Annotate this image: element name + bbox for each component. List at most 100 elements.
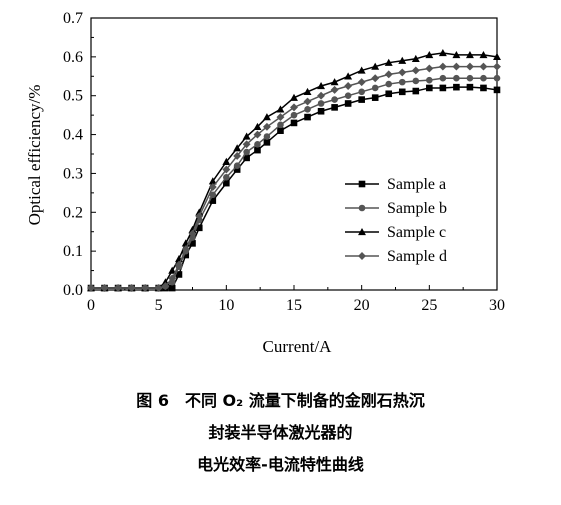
data-point (303, 87, 312, 95)
data-point (438, 49, 447, 57)
y-tick-label: 0.4 (63, 127, 83, 144)
data-point (254, 140, 261, 148)
data-point (290, 93, 298, 101)
data-point (385, 90, 393, 98)
y-axis-label: Optical efficiency/% (25, 85, 44, 226)
y-tick-label: 0.0 (63, 282, 83, 299)
data-point (317, 82, 326, 90)
data-point (466, 83, 474, 91)
y-tick-label: 0.1 (63, 243, 83, 260)
data-point (426, 76, 433, 84)
data-point (317, 91, 326, 100)
y-tick-label: 0.2 (63, 204, 83, 221)
y-tick-label: 0.7 (63, 10, 83, 27)
data-point (188, 225, 197, 233)
data-point (330, 85, 339, 94)
data-point (262, 113, 271, 121)
y-tick-label: 0.6 (63, 49, 83, 66)
legend-label: Sample a (387, 176, 446, 193)
data-point (222, 157, 231, 165)
legend-marker (358, 180, 366, 188)
data-point (426, 84, 433, 92)
data-point (398, 56, 407, 64)
data-point (304, 113, 311, 121)
x-tick-label: 5 (155, 297, 163, 314)
data-point (290, 103, 298, 112)
data-point (233, 151, 242, 160)
y-tick-label: 0.5 (63, 88, 83, 105)
data-point (465, 50, 474, 59)
data-point (330, 78, 339, 86)
data-point (277, 127, 284, 134)
data-point (465, 62, 474, 71)
data-point (479, 62, 488, 71)
data-point (127, 284, 136, 293)
caption-line-1: 图 6 不同 O₂ 流量下制备的金刚石热沉 (136, 391, 425, 410)
data-point (411, 66, 420, 75)
legend-marker (358, 228, 366, 236)
x-tick-label: 30 (489, 297, 505, 314)
data-point (317, 100, 325, 107)
data-point (290, 119, 298, 127)
data-point (344, 100, 352, 107)
data-point (262, 122, 271, 131)
line-chart: 0 5 10 15 20 25 30 0.0 0.1 0.2 0.3 0.4 0.5 0.6 0.7 Sam… (25, 10, 505, 356)
data-point (493, 62, 501, 71)
x-tick-label: 20 (354, 297, 370, 314)
data-point (263, 133, 271, 140)
data-point (100, 284, 109, 293)
legend-item: Sample d (345, 248, 447, 265)
data-point (398, 68, 407, 77)
data-point (412, 87, 420, 95)
data-point (168, 266, 177, 274)
data-point (168, 284, 176, 292)
data-point (331, 104, 338, 111)
data-point (344, 72, 353, 80)
data-point (466, 74, 474, 82)
data-point (242, 132, 251, 140)
data-point (276, 105, 285, 113)
data-point (233, 162, 241, 169)
data-point (233, 166, 241, 173)
data-point (453, 74, 460, 82)
data-point (371, 84, 379, 92)
data-point (317, 107, 325, 115)
data-point (493, 52, 501, 61)
data-point (357, 78, 366, 87)
x-tick-label: 25 (421, 297, 437, 314)
data-point (331, 96, 338, 103)
data-point (480, 74, 487, 82)
data-point (161, 282, 170, 291)
data-point (425, 64, 434, 73)
data-point (181, 245, 190, 254)
caption-line-2: 封装半导体激光器的 (208, 423, 353, 442)
legend-marker (358, 252, 366, 260)
data-point (357, 66, 366, 74)
data-point (168, 274, 177, 283)
data-point (452, 50, 461, 59)
data-point (208, 183, 217, 191)
series-sample-d (87, 62, 501, 293)
series-layer (87, 49, 501, 293)
data-point (243, 148, 250, 156)
legend-item: Sample b (345, 200, 447, 217)
data-point (425, 50, 434, 59)
legend-label: Sample b (387, 200, 447, 217)
caption-line-3: 电光效率-电流特性曲线 (197, 455, 364, 474)
data-point (344, 92, 352, 100)
data-point (303, 97, 312, 106)
legend-label: Sample c (387, 224, 446, 241)
x-axis-label: Current/A (263, 337, 333, 356)
data-point (195, 212, 204, 221)
x-tick-label: 10 (218, 297, 234, 314)
data-point (371, 62, 380, 70)
x-tick-label: 15 (286, 297, 302, 314)
figure-caption: 图 6 不同 O₂ 流量下制备的金刚石热沉 封装半导体激光器的 电光效率-电流特… (0, 385, 561, 481)
data-point (188, 229, 197, 238)
data-point (290, 111, 298, 119)
legend-item: Sample c (345, 224, 446, 241)
data-point (411, 54, 420, 62)
data-point (493, 74, 501, 82)
data-point (182, 251, 190, 259)
data-point (263, 139, 271, 146)
